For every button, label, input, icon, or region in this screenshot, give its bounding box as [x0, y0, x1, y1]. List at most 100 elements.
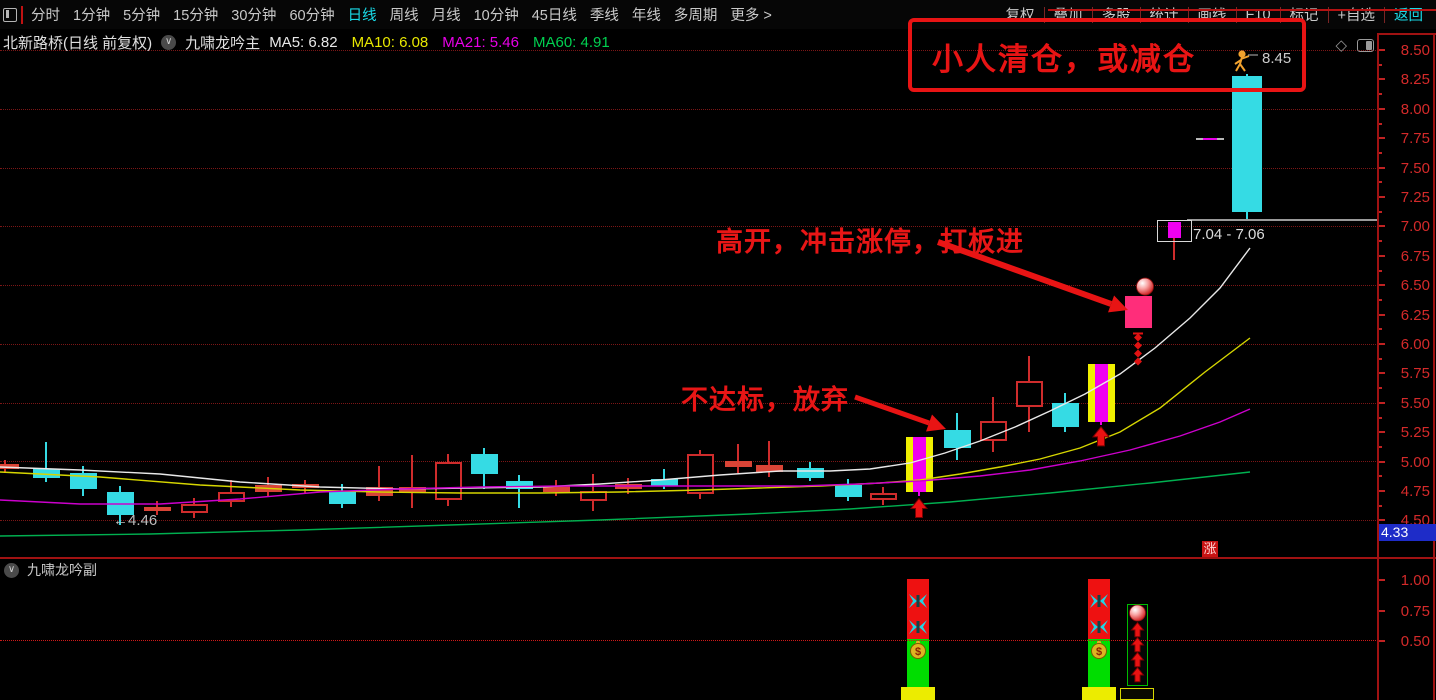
- candle: [796, 468, 824, 478]
- candle: [69, 473, 97, 490]
- axis-tick: [1378, 166, 1385, 169]
- axis-price-label: 8.00: [1400, 100, 1430, 118]
- menu-item-1分钟[interactable]: 1分钟: [73, 8, 111, 24]
- menu-separator: [1091, 6, 1093, 23]
- layout-icon[interactable]: [3, 7, 17, 22]
- candle: [979, 421, 1007, 442]
- menu-separator: [1327, 6, 1329, 23]
- sub-axis-label: 0.75: [1400, 603, 1430, 620]
- signal-bar-red: [1088, 579, 1110, 639]
- menu-item-60分钟[interactable]: 60分钟: [289, 8, 335, 24]
- period-menu: 分时 1分钟 5分钟 15分钟 30分钟 60分钟 日线 周线 月线 10分钟 45日线 季线 年线 多周…: [31, 4, 772, 25]
- axis-minor-tick: [1378, 93, 1382, 96]
- candle: [943, 429, 971, 449]
- menu-item-更多 >[interactable]: 更多 >: [730, 8, 772, 24]
- menu-separator: [1139, 6, 1141, 23]
- candle: [869, 492, 897, 501]
- axis-price-label: 5.00: [1400, 453, 1430, 471]
- axis-minor-tick: [1378, 210, 1382, 213]
- axis-price-label: 7.50: [1400, 159, 1430, 177]
- chevron-down-icon[interactable]: ∨: [4, 562, 19, 578]
- menu-separator: [1384, 6, 1385, 23]
- diamond-icon[interactable]: ◇: [1335, 37, 1347, 54]
- main-indicator-name[interactable]: 九啸龙吟主: [185, 34, 261, 52]
- high-price-label: 8.45: [1262, 50, 1292, 67]
- menu-item-15分钟[interactable]: 15分钟: [173, 8, 219, 24]
- gridline: [0, 285, 1378, 286]
- axis-tick: [1378, 460, 1385, 463]
- axis-minor-tick: [1378, 298, 1382, 301]
- ma-value: MA5: 6.82: [269, 33, 338, 51]
- menu-item-日线[interactable]: 日线: [347, 8, 377, 24]
- candle: [1051, 402, 1079, 428]
- axis-minor-tick: [1378, 122, 1382, 125]
- candle: [1124, 295, 1152, 329]
- axis-tick: [1378, 490, 1385, 492]
- axis-tick: [1378, 372, 1385, 375]
- drawn-red-line: [1048, 9, 1436, 11]
- axis-minor-tick: [1378, 357, 1382, 360]
- toolbar-item-+自选[interactable]: +自选: [1337, 8, 1375, 24]
- gridline: [0, 226, 1378, 228]
- axis-tick: [1378, 401, 1385, 404]
- toolbar-item-返回[interactable]: 返回: [1394, 8, 1423, 24]
- sub-axis-label: 1.00: [1400, 572, 1430, 589]
- candle: [0, 463, 19, 470]
- menu-item-30分钟[interactable]: 30分钟: [231, 8, 277, 24]
- axis-tick: [1378, 431, 1385, 434]
- menu-item-季线[interactable]: 季线: [589, 8, 619, 24]
- candle-wick: [1173, 221, 1175, 261]
- axis-price-label: 7.00: [1400, 218, 1430, 236]
- candle: [724, 461, 752, 468]
- price-range-box: [1157, 220, 1192, 242]
- axis-price-label: 7.75: [1400, 130, 1430, 148]
- axis-tick: [1378, 579, 1385, 581]
- gridline: [0, 167, 1378, 169]
- axis-price-label: 8.25: [1400, 71, 1430, 89]
- menu-item-10分钟[interactable]: 10分钟: [473, 8, 519, 24]
- sub-chart-dotted-line: [0, 640, 1378, 641]
- current-price-line: [1187, 219, 1378, 221]
- menu-separator: [1279, 6, 1281, 23]
- axis-price-label: 5.75: [1400, 365, 1430, 383]
- clear-position-annotation-box: 小人清仓，或减仓: [908, 18, 1306, 92]
- axis-price-label: 6.50: [1400, 277, 1430, 295]
- menu-item-分时[interactable]: 分时: [31, 8, 60, 24]
- sidebar-toggle-icon[interactable]: [1357, 38, 1374, 52]
- axis-minor-tick: [1378, 504, 1382, 507]
- candle: [291, 483, 319, 489]
- axis-minor-tick: [1378, 445, 1382, 448]
- menu-separator: [1235, 6, 1237, 23]
- axis-price-label: 6.75: [1400, 247, 1430, 265]
- axis-tick: [1378, 519, 1385, 522]
- candle: [579, 490, 607, 502]
- candle: [470, 454, 498, 475]
- axis-tick: [1378, 254, 1385, 257]
- menu-item-5分钟[interactable]: 5分钟: [123, 8, 161, 24]
- chart-title-bar: 北新路桥(日线 前复权) ∨ 九啸龙吟主 MA5: 6.82 MA10: 6.08…: [3, 31, 610, 53]
- menu-item-45日线[interactable]: 45日线: [531, 8, 577, 24]
- ladder-bar: [1127, 604, 1148, 686]
- panel-separator[interactable]: [0, 557, 1436, 559]
- menu-item-年线[interactable]: 年线: [631, 8, 661, 24]
- candle: [143, 507, 171, 511]
- axis-minor-tick: [1378, 63, 1382, 66]
- sub-indicator-name[interactable]: 九啸龙吟副: [27, 562, 97, 578]
- axis-price-label: 6.00: [1400, 336, 1430, 353]
- candle: [905, 436, 933, 492]
- candle: [328, 490, 356, 504]
- menu-item-多周期[interactable]: 多周期: [673, 8, 718, 24]
- menu-item-周线[interactable]: 周线: [389, 8, 419, 24]
- axis-price-label: 8.50: [1400, 42, 1430, 59]
- gap-up-annotation-text: 高开，冲击涨停，打板进: [716, 227, 1024, 257]
- sub-axis-label: 0.50: [1400, 633, 1430, 650]
- menu-item-月线[interactable]: 月线: [431, 8, 461, 24]
- axis-price-label: 7.25: [1400, 189, 1430, 206]
- candle: [1015, 381, 1043, 408]
- axis-tick: [1378, 225, 1385, 228]
- chevron-down-icon[interactable]: ∨: [161, 34, 177, 50]
- clear-position-text: 小人清仓，或减仓: [932, 42, 1196, 77]
- not-qualified-annotation-text: 不达标，放弃: [681, 385, 849, 415]
- ma-value: MA21: 5.46: [442, 33, 519, 51]
- chart-corner-icons: ◇: [1335, 36, 1374, 54]
